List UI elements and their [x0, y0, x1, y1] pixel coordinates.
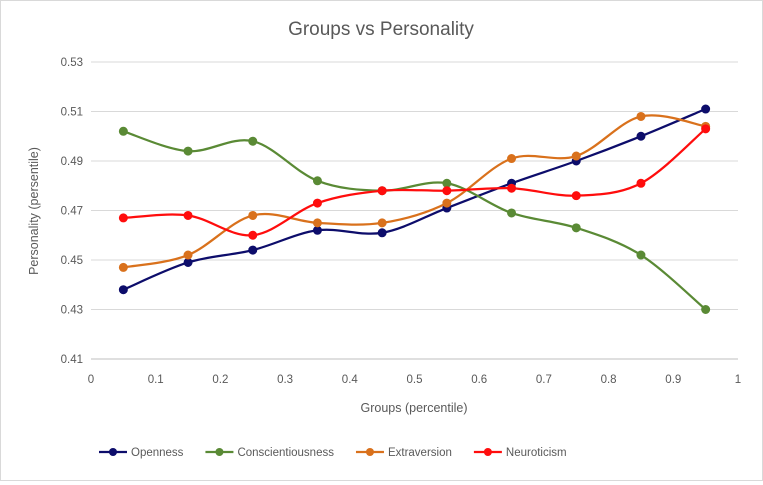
- openness-data-point: [183, 257, 193, 267]
- x-tick-label: 0.1: [148, 374, 164, 386]
- legend-item-extraversion: Extraversion: [355, 447, 452, 459]
- y-tick-label: 0.53: [61, 57, 83, 69]
- extraversion-data-point: [377, 218, 387, 228]
- x-tick-label: 0.9: [665, 374, 681, 386]
- neuroticism-data-point: [571, 191, 581, 201]
- conscientiousness-data-point: [571, 223, 581, 233]
- legend: Openness Conscientiousness Extraversion Neu…: [99, 447, 567, 459]
- openness-data-point: [377, 228, 387, 238]
- openness-data-point: [248, 245, 258, 255]
- extraversion-data-point: [248, 210, 258, 220]
- extraversion-data-point: [183, 250, 193, 260]
- conscientiousness-line: [123, 130, 707, 311]
- x-tick-label: 0.3: [277, 374, 293, 386]
- legend-label: Neuroticism: [506, 447, 567, 459]
- neuroticism-data-point: [442, 186, 452, 196]
- series-layer: [118, 104, 711, 314]
- legend-label: Extraversion: [388, 447, 452, 459]
- extraversion-data-point: [636, 111, 646, 121]
- x-tick-label: 0.2: [212, 374, 228, 386]
- neuroticism-data-point: [377, 186, 387, 196]
- extraversion-data-point: [571, 151, 581, 161]
- extraversion-data-point: [312, 218, 322, 228]
- y-tick-label: 0.51: [61, 107, 83, 119]
- x-tick-label: 0.8: [601, 374, 617, 386]
- y-tick-label: 0.47: [61, 206, 83, 218]
- series-openness: [118, 104, 711, 295]
- neuroticism-data-point: [312, 198, 322, 208]
- axes: 0.410.430.450.470.490.510.530 0.1 0.2 0.3 0.…: [61, 57, 742, 386]
- openness-data-point: [118, 285, 128, 295]
- legend-label: Conscientiousness: [237, 447, 334, 459]
- neuroticism-data-point: [636, 178, 646, 188]
- gridlines: [91, 61, 738, 360]
- y-axis-label: Personality (persentile): [27, 147, 41, 275]
- conscientiousness-data-point: [248, 136, 258, 146]
- openness-line: [122, 107, 707, 291]
- legend-item-conscientiousness: Conscientiousness: [205, 447, 334, 459]
- openness-data-point: [636, 131, 646, 141]
- conscientiousness-data-point: [312, 176, 322, 186]
- extraversion-line: [123, 114, 706, 269]
- legend-marker: [109, 448, 117, 456]
- legend-label: Openness: [131, 447, 184, 459]
- neuroticism-line: [123, 127, 707, 237]
- extraversion-data-point: [442, 198, 452, 208]
- x-tick-label: 0: [88, 374, 94, 386]
- x-tick-label: 0.6: [471, 374, 487, 386]
- y-tick-label: 0.43: [61, 305, 83, 317]
- x-tick-label: 0.4: [342, 374, 359, 386]
- x-tick-label: 0.5: [407, 374, 423, 386]
- series-neuroticism: [118, 124, 711, 240]
- legend-item-neuroticism: Neuroticism: [473, 447, 567, 459]
- series-conscientiousness: [118, 126, 711, 314]
- y-tick-label: 0.41: [61, 354, 83, 366]
- legend-marker: [483, 448, 492, 456]
- neuroticism-data-point: [118, 213, 128, 223]
- x-axis-label: Groups (percentile): [361, 401, 468, 415]
- chart-title: Groups vs Personality: [288, 19, 474, 40]
- extraversion-data-point: [507, 154, 517, 164]
- legend-marker: [215, 448, 224, 456]
- legend-item-openness: Openness: [99, 447, 184, 459]
- conscientiousness-data-point: [636, 250, 646, 260]
- neuroticism-data-point: [183, 210, 193, 220]
- y-tick-label: 0.49: [61, 156, 83, 168]
- conscientiousness-data-point: [442, 178, 452, 188]
- conscientiousness-data-point: [183, 146, 193, 156]
- conscientiousness-data-point: [701, 305, 711, 314]
- legend-marker: [365, 448, 374, 456]
- x-tick-label: 1: [735, 374, 741, 386]
- series-extraversion: [118, 111, 711, 272]
- conscientiousness-data-point: [118, 126, 128, 136]
- x-tick-label: 0.7: [536, 374, 552, 386]
- neuroticism-data-point: [701, 124, 711, 134]
- neuroticism-data-point: [507, 183, 517, 193]
- neuroticism-data-point: [248, 230, 258, 240]
- y-tick-label: 0.45: [61, 255, 83, 267]
- extraversion-data-point: [118, 262, 128, 272]
- conscientiousness-data-point: [507, 208, 517, 218]
- openness-data-point: [312, 225, 322, 235]
- openness-data-point: [701, 104, 711, 114]
